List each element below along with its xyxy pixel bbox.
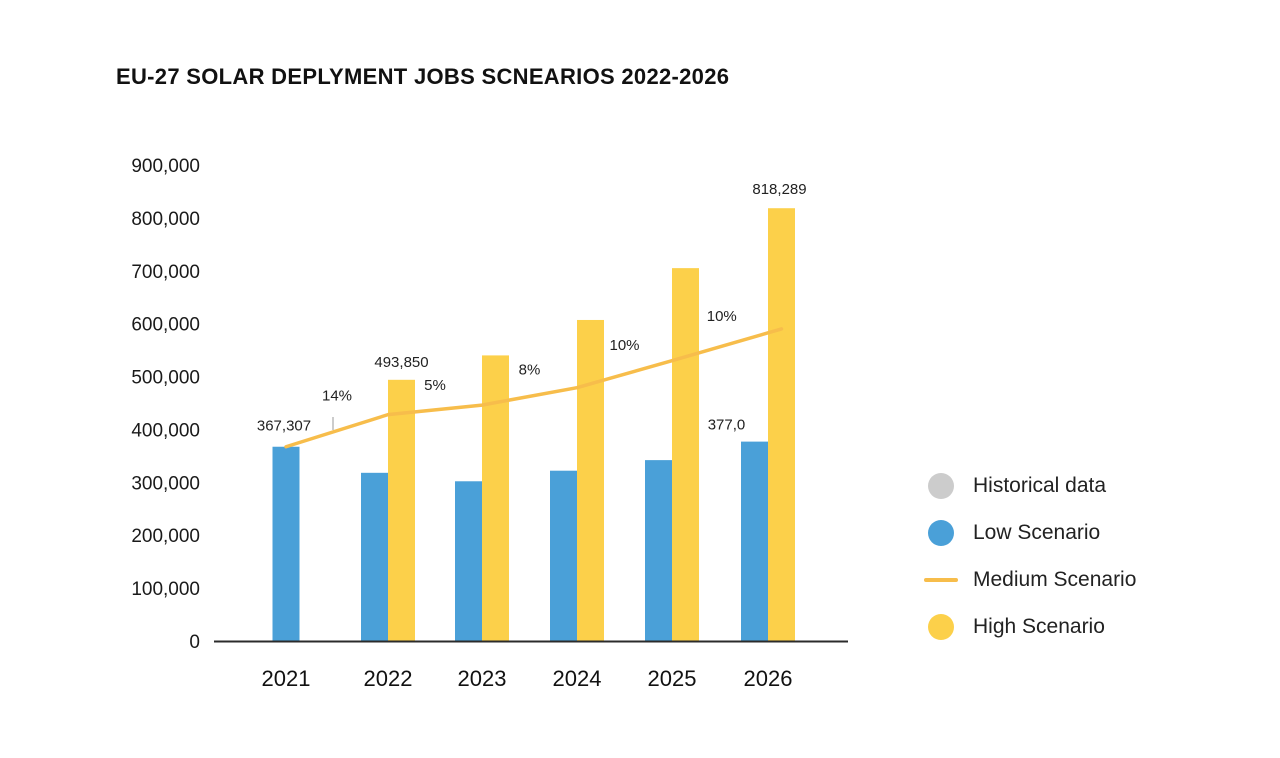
legend-item: Historical data [928, 472, 1136, 519]
x-axis: 2021 2022 2023 2024 2025 2026 [262, 666, 793, 691]
bar-low-scenario-2021 [272, 446, 300, 641]
y-tick-label: 900,000 [131, 156, 200, 177]
growth-annotation: 14% [322, 388, 352, 405]
legend-swatch [924, 567, 958, 593]
legend-item: High Scenario [928, 613, 1136, 660]
y-tick-label: 100,000 [131, 579, 200, 600]
data-label: 377,0 [708, 417, 746, 434]
legend-swatch [928, 473, 954, 499]
data-label: 367,307 [257, 418, 311, 435]
y-tick-label: 500,000 [131, 368, 200, 389]
y-tick-label: 0 [189, 632, 200, 653]
legend-item: Low Scenario [928, 519, 1136, 566]
legend-label: Medium Scenario [973, 568, 1137, 591]
medium-scenario-line [284, 327, 784, 449]
legend: Historical data Low Scenario Medium Scenar… [924, 472, 1137, 660]
data-label: 493,850 [374, 354, 428, 371]
bar-low-scenario-2026 [741, 441, 768, 641]
growth-annotation: 10% [707, 308, 737, 325]
x-tick-label: 2024 [553, 666, 602, 691]
bar-low-scenario-2022 [361, 472, 388, 641]
legend-label: Low Scenario [973, 521, 1101, 544]
x-tick-label: 2026 [744, 666, 793, 691]
data-labels: 367,307 493,850 818,289 377,0 [257, 181, 807, 435]
x-tick-label: 2021 [262, 666, 311, 691]
y-tick-label: 800,000 [131, 209, 200, 230]
y-tick-label: 400,000 [131, 420, 200, 441]
bar-high-scenario-2026 [768, 208, 795, 641]
y-tick-label: 700,000 [131, 262, 200, 283]
bar-high-scenario-2024 [577, 319, 604, 641]
legend-swatch [928, 520, 954, 546]
y-tick-label: 600,000 [131, 315, 200, 336]
bar-high-scenario-2022 [388, 379, 415, 641]
growth-annotation: 5% [424, 377, 446, 394]
y-tick-label: 200,000 [131, 526, 200, 547]
legend-swatch [928, 614, 954, 640]
chart-title: EU-27 SOLAR DEPLYMENT JOBS SCNEARIOS 202… [116, 64, 730, 89]
bar-low-scenario-2025 [645, 460, 672, 641]
y-tick-label: 300,000 [131, 473, 200, 494]
y-axis: 0 100,000 200,000 300,000 400,000 500,000 600,… [131, 156, 200, 653]
bar-high-scenario-2023 [482, 355, 509, 641]
x-tick-label: 2025 [648, 666, 697, 691]
growth-annotations: 14% 5% 8% 10% 10% [322, 308, 737, 430]
legend-item: Medium Scenario [924, 566, 1137, 613]
legend-label: High Scenario [973, 615, 1105, 638]
medium-scenario-line-group [284, 327, 784, 449]
x-tick-label: 2023 [458, 666, 507, 691]
bar-high-scenario-2025 [672, 268, 699, 641]
legend-label: Historical data [973, 474, 1107, 497]
data-label: 818,289 [752, 181, 806, 198]
bar-low-scenario-2024 [550, 470, 577, 641]
x-tick-label: 2022 [364, 666, 413, 691]
growth-annotation: 8% [519, 361, 541, 378]
growth-annotation: 10% [609, 337, 639, 354]
bar-low-scenario-2023 [455, 481, 482, 641]
